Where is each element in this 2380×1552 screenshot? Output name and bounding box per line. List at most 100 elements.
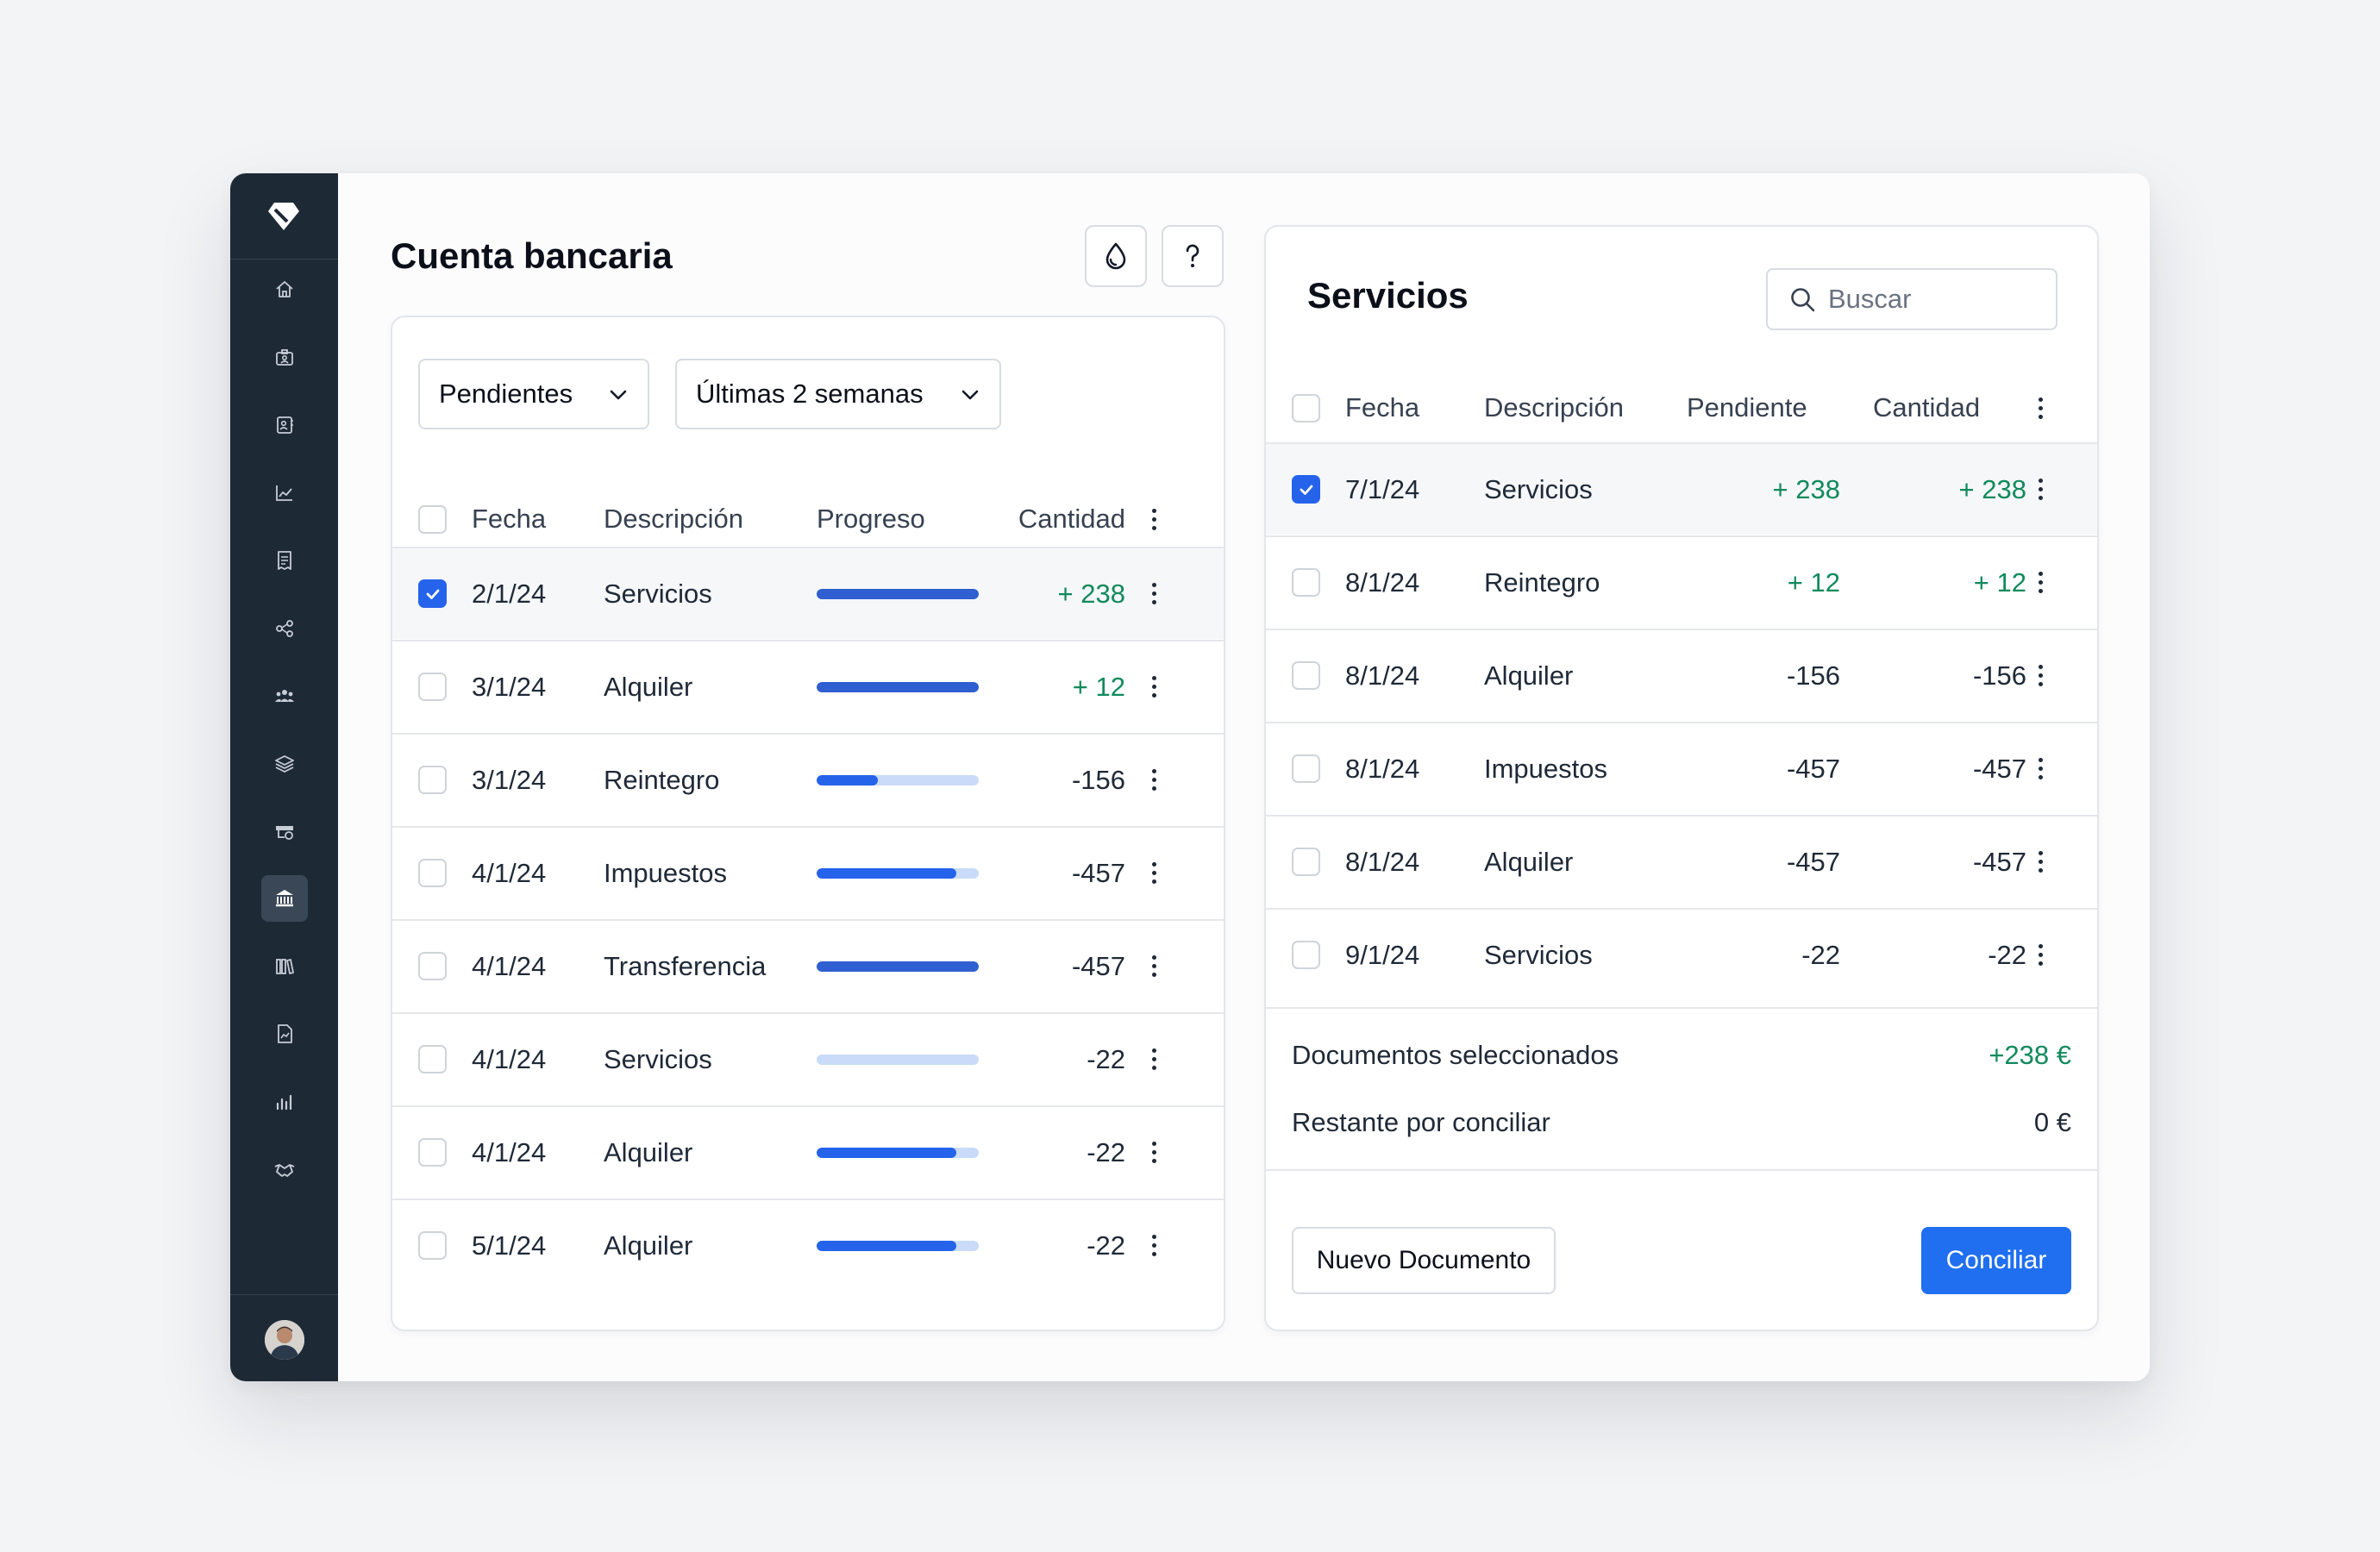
- select-all-checkbox[interactable]: [418, 504, 447, 534]
- column-header-progreso[interactable]: Progreso: [817, 504, 925, 534]
- table-row[interactable]: 3/1/24 Reintegro -156: [392, 733, 1224, 825]
- table-row[interactable]: 8/1/24 Reintegro + 12 + 12: [1266, 535, 2097, 628]
- books-icon: [276, 959, 294, 974]
- table-row[interactable]: 8/1/24 Impuestos -457 -457: [1266, 722, 2097, 814]
- date-range-dropdown[interactable]: Últimas 2 semanas: [675, 359, 1001, 429]
- table-row[interactable]: 8/1/24 Alquiler -457 -457: [1266, 815, 2097, 907]
- more-vertical-icon[interactable]: [2036, 479, 2045, 500]
- sidebar-item-handshake[interactable]: [261, 1146, 308, 1192]
- row-checkbox[interactable]: [418, 673, 447, 701]
- remaining-value: 0 €: [2033, 1107, 2071, 1137]
- row-checkbox[interactable]: [1292, 661, 1320, 690]
- table-row[interactable]: 7/1/24 Servicios + 238 + 238: [1266, 442, 2097, 535]
- sidebar-item-contact-book[interactable]: [261, 402, 308, 448]
- row-checkbox[interactable]: [1292, 568, 1320, 597]
- sidebar-item-bar-chart[interactable]: [261, 1079, 308, 1125]
- table-row[interactable]: 3/1/24 Alquiler + 12: [392, 640, 1224, 732]
- row-checkbox[interactable]: [418, 1045, 447, 1073]
- more-vertical-icon[interactable]: [2036, 758, 2045, 779]
- more-vertical-icon[interactable]: [1149, 1048, 1158, 1070]
- sidebar-item-chart-line[interactable]: [261, 470, 308, 516]
- row-date: 8/1/24: [1345, 566, 1420, 598]
- column-header-descripcion[interactable]: Descripción: [604, 504, 743, 534]
- help-button[interactable]: [1162, 225, 1224, 287]
- chevron-down-icon: [610, 390, 627, 400]
- more-vertical-icon[interactable]: [1149, 1142, 1158, 1163]
- sidebar-item-inbox-tray[interactable]: [261, 808, 308, 854]
- row-checkbox[interactable]: [418, 859, 447, 887]
- logo[interactable]: [230, 173, 338, 260]
- id-card-icon: [276, 349, 293, 366]
- progress-fill: [817, 867, 956, 879]
- more-vertical-icon[interactable]: [1149, 769, 1158, 791]
- row-amount: -22: [1087, 1230, 1125, 1261]
- row-checkbox[interactable]: [418, 1138, 447, 1167]
- more-vertical-icon[interactable]: [1149, 508, 1158, 530]
- sidebar-item-users[interactable]: [261, 673, 308, 719]
- status-filter-dropdown[interactable]: Pendientes: [418, 359, 649, 429]
- row-checkbox[interactable]: [1292, 848, 1320, 876]
- more-vertical-icon[interactable]: [2036, 397, 2045, 419]
- column-header-cantidad[interactable]: Cantidad: [1018, 504, 1125, 534]
- sidebar-item-receipt[interactable]: [261, 537, 308, 584]
- bar-chart-icon: [276, 1094, 292, 1111]
- table-row[interactable]: 4/1/24 Alquiler -22: [392, 1105, 1224, 1198]
- sidebar-item-books[interactable]: [261, 943, 308, 990]
- more-vertical-icon[interactable]: [2036, 944, 2045, 966]
- row-pending: -22: [1801, 939, 1840, 970]
- table-row[interactable]: 8/1/24 Alquiler -156 -156: [1266, 629, 2097, 721]
- sidebar-item-document-chart[interactable]: [261, 1011, 308, 1057]
- drop-button[interactable]: [1085, 225, 1147, 287]
- more-vertical-icon[interactable]: [1149, 1235, 1158, 1256]
- table-row[interactable]: 5/1/24 Alquiler -22: [392, 1198, 1224, 1291]
- column-header-fecha[interactable]: Fecha: [472, 504, 547, 534]
- table-row[interactable]: 4/1/24 Transferencia -457: [392, 919, 1224, 1011]
- row-amount: -156: [1972, 660, 2026, 691]
- sidebar-item-share-nodes[interactable]: [261, 605, 308, 652]
- column-header-pendiente[interactable]: Pendiente: [1687, 392, 1807, 422]
- more-vertical-icon[interactable]: [1149, 676, 1158, 698]
- more-vertical-icon[interactable]: [2036, 572, 2045, 593]
- more-vertical-icon[interactable]: [1149, 583, 1158, 604]
- row-amount: -457: [1071, 857, 1125, 888]
- table-row[interactable]: 4/1/24 Impuestos -457: [392, 826, 1224, 918]
- row-date: 2/1/24: [472, 578, 547, 609]
- reconcile-button[interactable]: Conciliar: [1921, 1227, 2071, 1294]
- column-header-descripcion[interactable]: Descripción: [1484, 392, 1624, 422]
- table-row[interactable]: 4/1/24 Servicios -22: [392, 1012, 1224, 1105]
- row-checkbox[interactable]: [418, 952, 447, 980]
- row-pending: + 12: [1787, 566, 1840, 598]
- row-checkbox[interactable]: [418, 579, 447, 608]
- row-amount: -22: [1087, 1136, 1125, 1167]
- search-input[interactable]: Buscar: [1766, 268, 2057, 330]
- row-amount: -457: [1972, 846, 2026, 877]
- row-checkbox[interactable]: [1292, 754, 1320, 783]
- more-vertical-icon[interactable]: [1149, 955, 1158, 977]
- bank-transactions-card: Pendientes Últimas 2 semanas Fecha Descr…: [391, 316, 1225, 1331]
- column-header-cantidad[interactable]: Cantidad: [1873, 392, 1981, 422]
- more-vertical-icon[interactable]: [1149, 862, 1158, 884]
- row-amount: -22: [1087, 1043, 1125, 1074]
- more-vertical-icon[interactable]: [2036, 665, 2045, 686]
- select-all-checkbox[interactable]: [1292, 393, 1320, 422]
- sidebar-item-bank[interactable]: [261, 875, 308, 922]
- column-header-fecha[interactable]: Fecha: [1345, 392, 1420, 422]
- progress-fill: [817, 961, 979, 972]
- row-checkbox[interactable]: [418, 1231, 447, 1260]
- table-row[interactable]: 2/1/24 Servicios + 238: [392, 547, 1224, 639]
- row-date: 9/1/24: [1345, 939, 1420, 970]
- more-vertical-icon[interactable]: [2036, 851, 2045, 873]
- row-checkbox[interactable]: [418, 766, 447, 794]
- row-date: 4/1/24: [472, 1043, 547, 1074]
- row-checkbox[interactable]: [1292, 475, 1320, 504]
- sidebar-item-home[interactable]: [261, 266, 308, 313]
- help-icon: [1186, 244, 1199, 267]
- sidebar-item-layers[interactable]: [261, 741, 308, 787]
- progress-bar: [817, 867, 979, 879]
- row-amount: -22: [1988, 939, 2026, 970]
- sidebar-item-id-card[interactable]: [261, 335, 308, 381]
- row-checkbox[interactable]: [1292, 941, 1320, 969]
- new-document-button[interactable]: Nuevo Documento: [1292, 1227, 1556, 1294]
- table-row[interactable]: 9/1/24 Servicios -22 -22: [1266, 908, 2097, 1000]
- user-avatar[interactable]: [265, 1320, 304, 1360]
